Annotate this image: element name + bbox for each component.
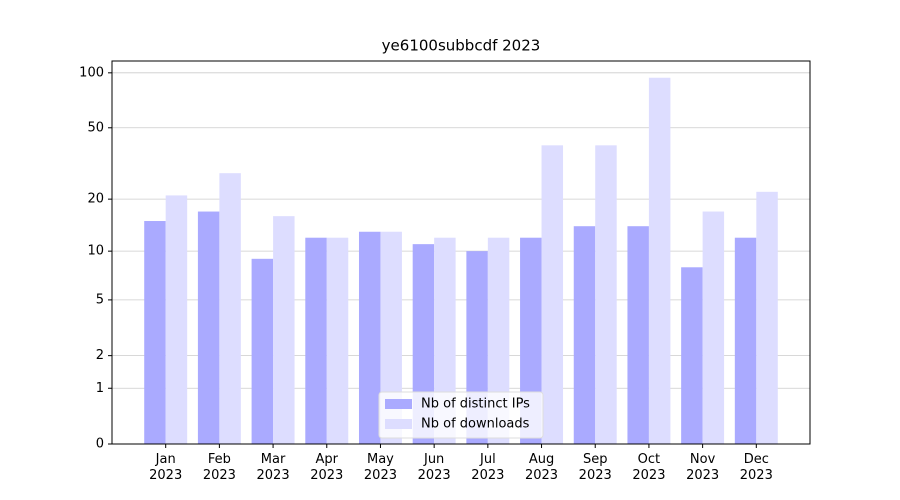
x-tick-label: Oct 2023	[632, 452, 666, 483]
x-tick-label: Mar 2023	[256, 452, 290, 483]
bar	[251, 258, 274, 444]
legend-label: Nb of downloads	[421, 417, 530, 432]
legend-label: Nb of distinct IPs	[421, 397, 530, 412]
x-tick-label: Sep 2023	[578, 452, 612, 483]
x-tick-label: Apr 2023	[310, 452, 344, 483]
x-tick-label: Jun 2023	[417, 452, 451, 483]
bar	[681, 267, 703, 444]
bar	[541, 145, 564, 444]
y-tick-label: 5	[96, 292, 104, 307]
bar	[627, 226, 649, 444]
legend-swatch	[385, 399, 412, 409]
bar	[305, 237, 327, 444]
x-tick-label: Aug 2023	[524, 452, 559, 483]
x-tick-label: Jan 2023	[149, 452, 183, 483]
y-tick-label: 1	[96, 381, 104, 396]
bar	[165, 195, 188, 444]
x-tick-label: Dec 2023	[739, 452, 773, 483]
bar	[595, 145, 617, 444]
y-tick-label: 50	[87, 120, 104, 135]
y-tick-label: 2	[96, 348, 104, 363]
x-tick-label: Feb 2023	[202, 452, 236, 483]
bar	[573, 226, 596, 444]
bar	[326, 237, 349, 444]
bar	[734, 237, 757, 444]
bar	[380, 231, 402, 444]
y-tick-label: 100	[79, 65, 104, 80]
chart-title: ye6100subbcdf 2023	[382, 37, 541, 55]
bar	[756, 191, 778, 444]
bar	[273, 216, 295, 444]
bar	[197, 211, 220, 444]
y-tick-label: 20	[87, 192, 104, 207]
x-tick-label: May 2023	[363, 452, 397, 483]
bar	[702, 211, 725, 444]
y-tick-label: 0	[96, 437, 104, 452]
legend-box	[378, 391, 544, 439]
bar	[648, 77, 671, 445]
bar	[144, 221, 166, 444]
y-tick-label: 10	[87, 244, 104, 259]
x-tick-label: Jul 2023	[471, 452, 505, 483]
bar	[358, 231, 381, 444]
bar	[219, 173, 241, 444]
x-tick-label: Nov 2023	[686, 452, 720, 483]
plot-frame	[111, 60, 811, 445]
legend-swatch	[385, 419, 412, 429]
